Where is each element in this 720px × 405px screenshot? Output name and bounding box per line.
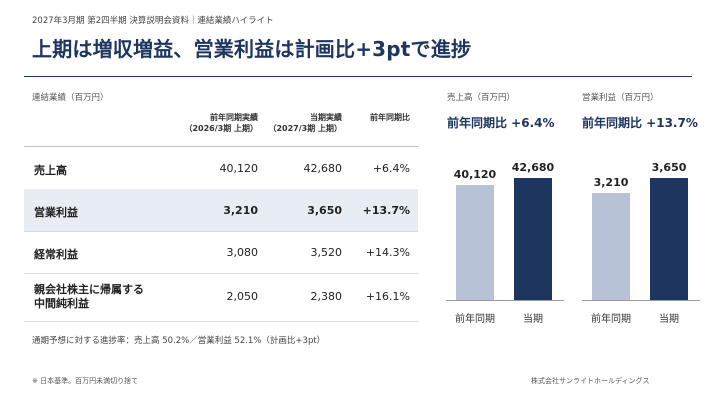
category-label: 前年同期 [455,314,495,325]
bar-current [650,178,688,300]
bar-current [514,178,552,300]
row-prev-value: 40,120 [219,162,259,175]
bar-value-label: 3,650 [651,161,687,174]
category-label: 当期 [659,314,679,325]
row-prev-value: 2,050 [226,290,259,303]
operating-income-chart-yoy: 前年同期比 +13.7% [582,116,698,130]
bar-value-label: 3,210 [593,176,629,189]
sales-chart-title: 売上高（百万円） [447,93,516,103]
sales-chart-yoy: 前年同期比 +6.4% [447,116,555,130]
sales-bar-chart: 40,120 前年同期 42,680 当期 [440,150,570,335]
bar-value-label: 42,680 [511,161,555,174]
title-divider [24,76,692,77]
column-header-prev: 前年同期実績 （2026/3期 上期） [184,113,258,133]
category-label: 当期 [523,314,543,325]
breadcrumb: 2027年3月期 第2四半期 決算説明会資料｜連結業績ハイライト [32,16,274,26]
table-row-sales: 売上高 40,120 42,680 +6.4% [24,147,418,190]
operating-income-bar-chart: 3,210 前年同期 3,650 当期 [576,150,706,335]
row-yoy-value: +14.3% [365,246,410,259]
table-caption: 連結業績（百万円） [32,93,109,103]
row-current-value: 3,650 [307,204,342,217]
row-current-value: 3,520 [310,246,343,259]
column-header-current: 当期実績 （2027/3期 上期） [268,113,342,133]
row-yoy-value: +16.1% [365,290,410,303]
table-row-operating-income: 営業利益 3,210 3,650 +13.7% [24,189,418,232]
bar-value-label: 40,120 [453,168,497,181]
row-prev-value: 3,080 [226,246,259,259]
row-prev-value: 3,210 [223,204,258,217]
row-yoy-value: +13.7% [362,204,410,217]
category-label: 前年同期 [591,314,631,325]
row-current-value: 2,380 [310,290,343,303]
row-label: 経常利益 [34,248,78,261]
company-name: 株式会社サンライトホールディングス [531,377,650,385]
row-label: 親会社株主に帰属する 中間純利益 [34,283,144,310]
footnote: ※ 日本基準。百万円未満切り捨て [32,377,139,385]
row-yoy-value: +6.4% [372,162,410,175]
bar-previous [592,193,630,300]
bar-previous [456,185,494,300]
table-row-ordinary-income: 経常利益 3,080 3,520 +14.3% [24,231,418,274]
x-axis-line [446,300,564,301]
table-row-net-income: 親会社株主に帰属する 中間純利益 2,050 2,380 +16.1% [24,273,418,322]
slide-title: 上期は増収増益、営業利益は計画比+3ptで進捗 [32,37,472,61]
x-axis-line [582,300,700,301]
header-divider [24,146,418,147]
row-label: 営業利益 [34,206,78,219]
progress-note: 通期予想に対する進捗率：売上高 50.2%／営業利益 52.1%（計画比+3pt… [32,336,326,346]
row-label: 売上高 [34,164,67,177]
operating-income-chart-title: 営業利益（百万円） [582,93,659,103]
column-header-yoy: 前年同期比 [370,113,410,122]
row-current-value: 42,680 [303,162,343,175]
